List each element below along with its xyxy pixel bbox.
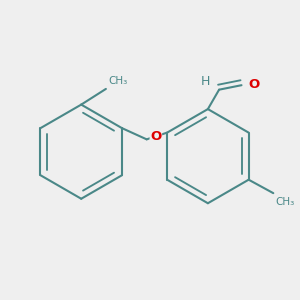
Text: CH₃: CH₃ <box>108 76 128 85</box>
Text: O: O <box>150 130 161 143</box>
Text: H: H <box>201 75 210 88</box>
Text: O: O <box>248 78 260 91</box>
Text: CH₃: CH₃ <box>275 196 295 206</box>
